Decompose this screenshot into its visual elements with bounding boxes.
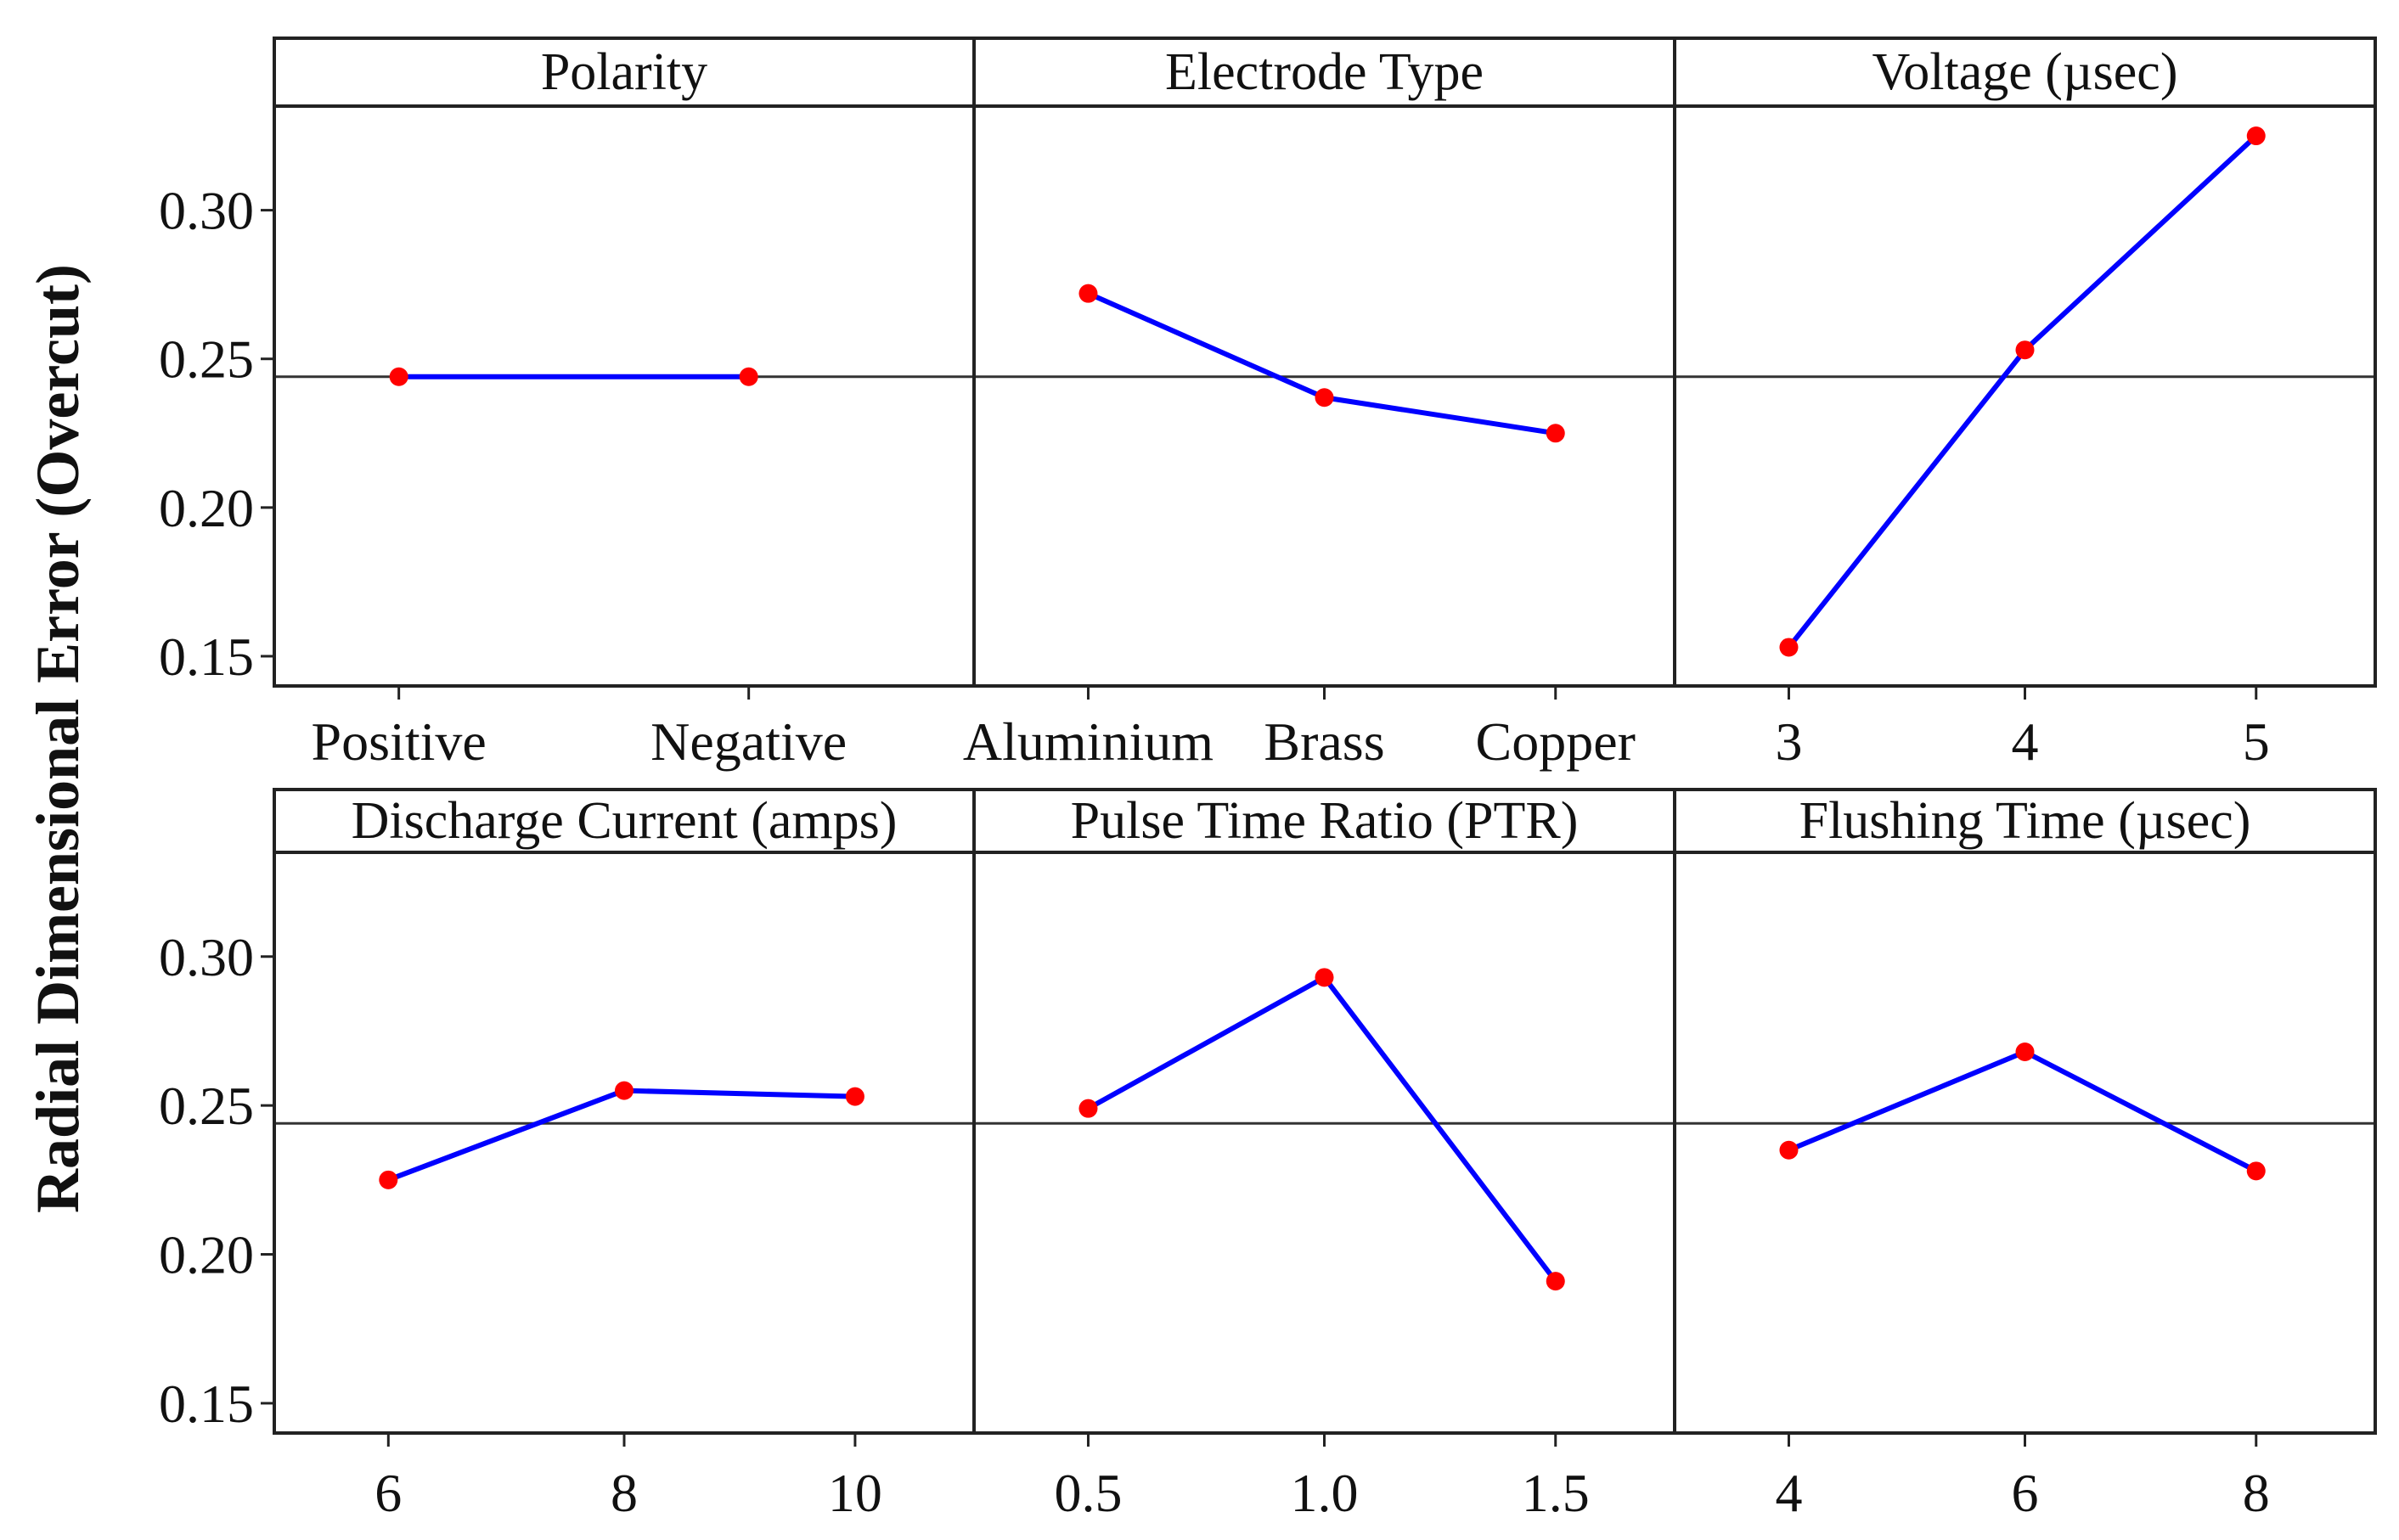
series-line bbox=[1787, 133, 2258, 649]
panel-frame bbox=[273, 851, 976, 1435]
x-tick-label: 1.5 bbox=[1522, 1463, 1590, 1523]
x-tick-label: Negative bbox=[650, 711, 847, 772]
x-tick-label: 0.5 bbox=[1054, 1463, 1122, 1523]
panel-title: Flushing Time (µsec) bbox=[1799, 792, 2251, 850]
panel-title: Electrode Type bbox=[1165, 43, 1484, 101]
data-point bbox=[2246, 1161, 2266, 1181]
panel-title: Polarity bbox=[541, 43, 707, 101]
x-tick-label: 10 bbox=[828, 1463, 882, 1523]
data-point bbox=[615, 1081, 634, 1100]
y-tick-label: 0.25 bbox=[159, 1076, 254, 1136]
panels-group: 0.15 0.20 0.25 0.30 Polarity Positive Negative… bbox=[159, 37, 2377, 1523]
data-point bbox=[1546, 1272, 1565, 1291]
x-tick-label: 8 bbox=[611, 1463, 638, 1523]
data-point bbox=[2015, 1043, 2035, 1062]
panel-title: Discharge Current (amps) bbox=[352, 792, 898, 850]
y-tick-label: 0.20 bbox=[159, 478, 254, 538]
panel-frame bbox=[273, 104, 976, 688]
x-tick-label: 4 bbox=[1775, 1463, 1802, 1523]
panel-frame bbox=[1673, 851, 2377, 1435]
panel-strip bbox=[273, 788, 976, 854]
panel-frame bbox=[1673, 104, 2377, 688]
y-tick-label: 0.20 bbox=[159, 1225, 254, 1285]
data-point bbox=[1078, 284, 1098, 303]
x-tick-label: 4 bbox=[2012, 711, 2039, 772]
series-line bbox=[1087, 290, 1557, 436]
x-tick-label: 3 bbox=[1775, 711, 1802, 772]
x-tick-label: Aluminium bbox=[963, 711, 1214, 772]
panel-title: Pulse Time Ratio (PTR) bbox=[1071, 792, 1579, 850]
y-tick-label: 0.25 bbox=[159, 329, 254, 390]
x-tick-label: 6 bbox=[374, 1463, 402, 1523]
panel-strip bbox=[1673, 37, 2377, 108]
data-point bbox=[389, 367, 408, 386]
x-tick-label: 6 bbox=[2012, 1463, 2039, 1523]
x-tick-label: 8 bbox=[2243, 1463, 2270, 1523]
data-point bbox=[1315, 388, 1334, 407]
y-axis-label: Radial Dimensional Error (Overcut) bbox=[24, 264, 92, 1213]
y-tick-label: 0.30 bbox=[159, 927, 254, 987]
panel-title: Voltage (µsec) bbox=[1872, 43, 2178, 101]
x-tick-label: 1.0 bbox=[1291, 1463, 1359, 1523]
data-point bbox=[2015, 340, 2035, 360]
data-point bbox=[739, 367, 758, 386]
x-tick-label: Copper bbox=[1476, 711, 1636, 772]
data-point bbox=[2246, 126, 2266, 146]
data-point bbox=[1779, 638, 1799, 657]
data-point bbox=[845, 1087, 864, 1106]
y-tick-label: 0.15 bbox=[159, 1374, 254, 1434]
data-point bbox=[1779, 1140, 1799, 1160]
data-point bbox=[379, 1170, 398, 1189]
y-tick-label: 0.15 bbox=[159, 627, 254, 687]
data-point bbox=[1315, 968, 1334, 987]
x-tick-label: Brass bbox=[1264, 711, 1384, 772]
panel-strip bbox=[273, 37, 976, 108]
data-point bbox=[1546, 424, 1565, 443]
data-point bbox=[1078, 1099, 1098, 1118]
series-line bbox=[1087, 975, 1558, 1283]
series-line bbox=[387, 1088, 855, 1183]
x-tick-label: 5 bbox=[2243, 711, 2270, 772]
x-tick-label: Positive bbox=[312, 711, 487, 772]
panel-frame bbox=[972, 851, 1676, 1435]
series-line bbox=[1788, 1049, 2258, 1173]
y-tick-label: 0.30 bbox=[159, 181, 254, 241]
